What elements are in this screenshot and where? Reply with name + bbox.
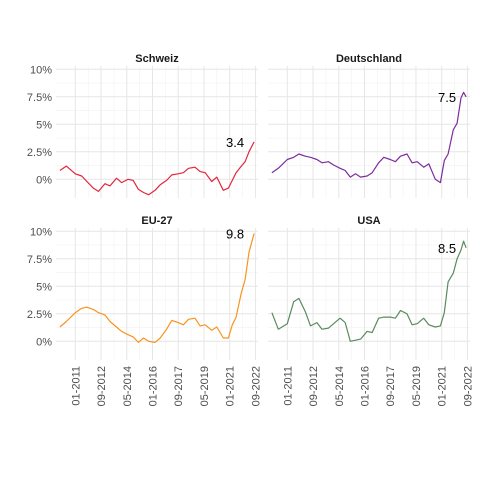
panel-1: Deutschland 7.5 <box>268 53 470 198</box>
x-tick-label: 05-2019 <box>199 366 211 406</box>
series-line <box>271 240 467 342</box>
x-tick-label: 09-2022 <box>462 366 474 406</box>
x-tick-label: 05-2014 <box>122 366 134 406</box>
end-value-label: 3.4 <box>226 135 244 150</box>
x-tick-label: 09-2017 <box>173 366 185 406</box>
series-line <box>59 141 255 196</box>
panel-0: Schweiz 0% 2.5% 5% 7.5% 10% 3.4 <box>27 53 258 198</box>
y-tick-label: 2.5% <box>27 147 52 159</box>
end-value-label: 9.8 <box>226 227 244 242</box>
panel-title: EU-27 <box>141 215 172 227</box>
panel-title: USA <box>357 215 380 227</box>
y-tick-label: 0% <box>36 174 52 186</box>
y-tick-label: 10% <box>30 226 52 238</box>
panel-title: Schweiz <box>135 53 179 65</box>
panel-title: Deutschland <box>336 53 402 65</box>
x-tick-label: 01-2016 <box>359 366 371 406</box>
panel-3: USA 01-2011 09-2012 05-2014 01-2016 09-2017 05… <box>268 215 474 406</box>
x-tick-label: 01-2011 <box>282 366 294 406</box>
y-tick-label: 5% <box>36 281 52 293</box>
series-line <box>59 233 255 343</box>
end-value-label: 8.5 <box>438 241 456 256</box>
x-tick-label: 01-2021 <box>437 366 449 406</box>
x-tick-label: 09-2022 <box>250 366 262 406</box>
end-value-label: 7.5 <box>438 90 456 105</box>
y-tick-label: 5% <box>36 119 52 131</box>
x-tick-label: 09-2012 <box>96 366 108 406</box>
x-tick-label: 05-2019 <box>411 366 423 406</box>
series-line <box>271 91 467 184</box>
y-tick-label: 7.5% <box>27 92 52 104</box>
y-tick-label: 7.5% <box>27 254 52 266</box>
x-tick-label: 09-2017 <box>385 366 397 406</box>
y-tick-label: 2.5% <box>27 309 52 321</box>
x-tick-label: 01-2016 <box>147 366 159 406</box>
x-tick-label: 09-2012 <box>308 366 320 406</box>
panel-2: EU-27 0% 2.5% 5% 7.5% 10% 01-2011 09-2012 05-201… <box>27 215 263 406</box>
x-tick-label: 01-2021 <box>225 366 237 406</box>
x-tick-label: 01-2011 <box>70 366 82 406</box>
y-tick-label: 10% <box>30 64 52 76</box>
x-tick-label: 05-2014 <box>334 366 346 406</box>
y-tick-label: 0% <box>36 336 52 348</box>
